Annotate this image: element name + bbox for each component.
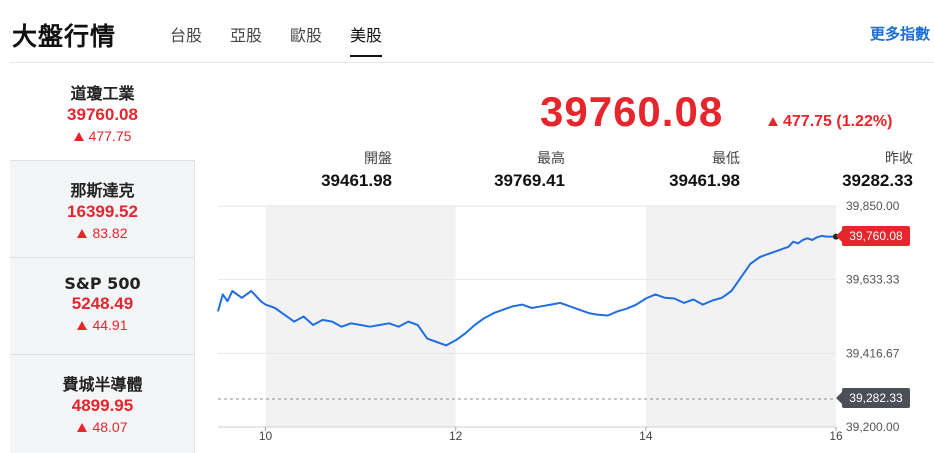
more-indices-link[interactable]: 更多指數 — [869, 25, 930, 43]
price-series-line — [217, 234, 836, 347]
index-sidebar: 道瓊工業 39760.08 477.75 那斯達克 16399.52 83.82… — [10, 64, 195, 453]
prev-close-tag: 39,282.33 — [836, 388, 910, 408]
x-tick-label: 12 — [449, 429, 463, 443]
sidebar-item-sox[interactable]: 費城半導體 4899.95 48.07 — [10, 355, 195, 452]
index-price: 5248.49 — [71, 294, 134, 313]
x-tick-label: 14 — [639, 429, 653, 443]
triangle-up-icon — [77, 321, 88, 330]
divider — [10, 160, 195, 161]
index-change: 48.07 — [10, 419, 195, 435]
stat-value: 39461.98 — [669, 171, 740, 190]
stat-prev-close: 昨收 39282.33 — [763, 148, 913, 191]
sidebar-item-nasdaq[interactable]: 那斯達克 16399.52 83.82 — [10, 161, 195, 258]
sidebar-item-sp500[interactable]: S&P 500 5248.49 44.91 — [10, 258, 195, 355]
triangle-up-icon — [77, 229, 88, 238]
shaded-band — [265, 206, 456, 427]
stat-value: 39461.98 — [321, 171, 392, 190]
y-tick-label: 39,633.33 — [846, 273, 900, 287]
shaded-band — [645, 206, 836, 427]
price-change-value: 477.75 (1.22%) — [783, 113, 893, 130]
stat-open: 開盤 39461.98 — [242, 148, 392, 191]
divider — [10, 354, 195, 355]
index-name: S&P 500 — [64, 274, 141, 293]
index-name: 道瓊工業 — [70, 84, 135, 103]
header: 大盤行情 台股 亞股 歐股 美股 更多指數 — [0, 0, 934, 62]
index-name: 費城半導體 — [62, 375, 143, 394]
index-name: 那斯達克 — [70, 181, 135, 200]
tab-us[interactable]: 美股 — [350, 22, 383, 57]
stat-label: 昨收 — [885, 151, 913, 167]
divider — [10, 62, 934, 63]
triangle-up-icon — [73, 132, 84, 141]
market-tabs: 台股 亞股 歐股 美股 — [170, 22, 410, 57]
index-change: 477.75 — [10, 128, 195, 144]
index-price: 39760.08 — [67, 105, 138, 124]
tab-taiwan[interactable]: 台股 — [170, 26, 203, 45]
index-change-value: 44.91 — [92, 317, 128, 333]
price-change: 477.75 (1.22%) — [768, 113, 892, 131]
y-tick-label: 39,416.67 — [846, 346, 900, 360]
y-tick-label: 39,200.00 — [846, 420, 900, 434]
sidebar-item-dow-jones[interactable]: 道瓊工業 39760.08 477.75 — [10, 64, 195, 161]
last-price-tag: 39,760.08 — [836, 226, 910, 246]
current-price: 39760.08 — [540, 88, 724, 135]
triangle-up-icon — [77, 423, 88, 432]
index-change: 44.91 — [10, 317, 195, 333]
tab-asia[interactable]: 亞股 — [230, 26, 263, 45]
stat-label: 最高 — [537, 151, 565, 167]
stat-label: 開盤 — [364, 151, 392, 167]
stat-value: 39769.41 — [494, 171, 565, 190]
index-price: 4899.95 — [71, 396, 134, 415]
tab-europe[interactable]: 歐股 — [290, 26, 323, 45]
index-change: 83.82 — [10, 225, 195, 241]
triangle-up-icon — [768, 117, 778, 126]
divider — [10, 257, 195, 258]
stat-low: 最低 39461.98 — [590, 148, 740, 191]
index-change-value: 477.75 — [88, 128, 132, 144]
y-tick-label: 39,850.00 — [846, 199, 900, 213]
page-title: 大盤行情 — [12, 22, 117, 51]
index-change-value: 83.82 — [92, 225, 128, 241]
x-tick-label: 10 — [259, 429, 273, 443]
stat-label: 最低 — [712, 151, 740, 167]
index-change-value: 48.07 — [92, 419, 128, 435]
stat-value: 39282.33 — [842, 171, 913, 190]
index-price: 16399.52 — [67, 202, 138, 221]
x-tick-label: 16 — [829, 429, 843, 443]
stat-high: 最高 39769.41 — [415, 148, 565, 191]
